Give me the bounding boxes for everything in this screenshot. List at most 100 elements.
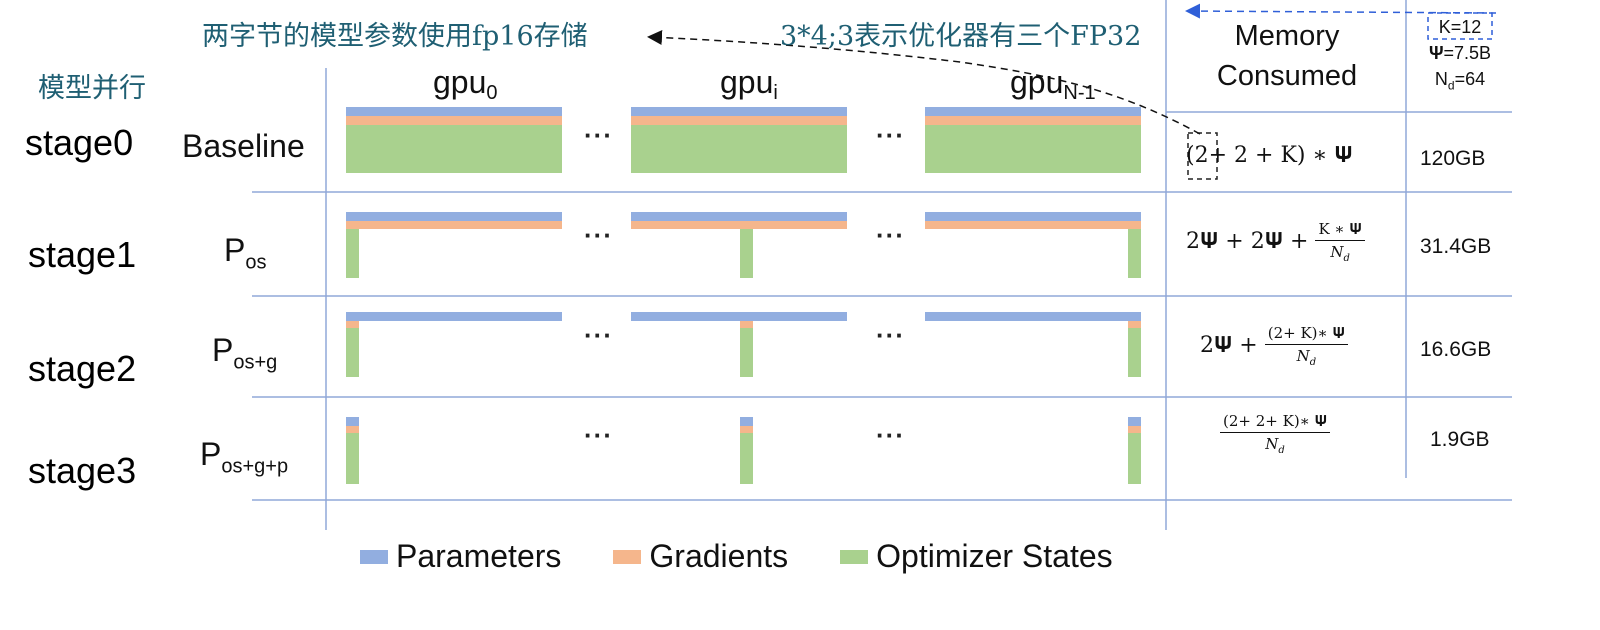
pos-label-main: P xyxy=(224,232,246,268)
pos-label: Pos xyxy=(224,232,266,274)
formula-baseline-paren: ( xyxy=(1186,143,1195,168)
formula-baseline: (2+ 2 + K) ∗ 𝚿 xyxy=(1186,143,1353,168)
gpu-n-header: gpuN-1 xyxy=(1010,64,1096,105)
dots-row0-b: ··· xyxy=(876,120,905,150)
gpu-i-subscript: i xyxy=(773,82,778,104)
memory-header-line2: Consumed xyxy=(1216,60,1358,92)
legend-item-gradients: Gradients xyxy=(613,538,788,575)
gpu-n-subscript: N-1 xyxy=(1063,82,1096,104)
dots-row0-a: ··· xyxy=(584,120,613,150)
parameter-header: K=12 Ψ=7.5B Nd=64 xyxy=(1408,14,1512,99)
formula-baseline-two: 2 xyxy=(1194,143,1209,168)
psi-value: Ψ=7.5B xyxy=(1408,40,1512,66)
stage2-label: stage2 xyxy=(28,348,137,389)
formula-pos: 2𝚿 + 2𝚿 + K ∗ 𝚿 Nd xyxy=(1186,220,1365,264)
formula-posg-fraction: (2+ K)∗ 𝚿 Nd xyxy=(1264,324,1348,368)
nd-value: Nd=64 xyxy=(1408,66,1512,99)
stage1-gpu0-bar xyxy=(346,212,562,278)
stage1-label: stage1 xyxy=(28,234,137,275)
legend-item-optimizer-states: Optimizer States xyxy=(840,538,1113,575)
k-value: K=12 xyxy=(1438,17,1482,37)
memory-header-line1: Memory xyxy=(1234,20,1340,52)
memory-stage2: 16.6GB xyxy=(1420,338,1492,361)
dots-row1-a: ··· xyxy=(584,220,613,250)
stage3-label: stage3 xyxy=(28,450,137,491)
formula-pos-den-n: N xyxy=(1330,243,1344,261)
stage2-gpu0-bar xyxy=(346,312,562,377)
baseline-gpu0-bar xyxy=(346,107,562,173)
psi-number: =7.5B xyxy=(1443,43,1492,63)
model-parallel-note: 模型并行 xyxy=(38,73,146,104)
gpu-0-subscript: 0 xyxy=(486,82,498,104)
stage3-gpui-bar xyxy=(740,417,753,484)
formula-posgp: (2+ 2+ K)∗ 𝚿 Nd xyxy=(1220,412,1331,456)
parameters-swatch xyxy=(360,549,388,564)
memory-baseline: 120GB xyxy=(1420,147,1486,170)
legend: Parameters Gradients Optimizer States xyxy=(360,538,1113,575)
nd-symbol: N xyxy=(1434,69,1448,89)
posg-label-main: P xyxy=(212,332,234,368)
formula-pos-den-sub: d xyxy=(1343,253,1350,264)
fp16-arrow xyxy=(647,30,1201,135)
dots-row2-a: ··· xyxy=(584,320,613,350)
dots-row3-a: ··· xyxy=(584,420,613,450)
posgp-label-sub: os+g+p xyxy=(221,455,289,478)
baseline-label-text: Baseline xyxy=(182,128,305,164)
formula-posgp-fraction: (2+ 2+ K)∗ 𝚿 Nd xyxy=(1220,412,1331,456)
gradients-swatch xyxy=(613,549,642,564)
gpu-n-label: gpu xyxy=(1010,64,1064,100)
stage3-gpu0-bar xyxy=(346,417,359,484)
psi-symbol: Ψ xyxy=(1428,43,1444,63)
posgp-label-main: P xyxy=(200,436,222,472)
pos-label-sub: os xyxy=(245,251,267,274)
formula-pos-fraction: K ∗ 𝚿 Nd xyxy=(1315,220,1365,264)
formula-posg-den-sub: d xyxy=(1309,357,1317,368)
formula-posg-numerator: (2+ K)∗ 𝚿 xyxy=(1264,324,1348,345)
optimizer-states-swatch xyxy=(840,549,869,564)
highlight-box-k xyxy=(1427,12,1493,40)
dots-row1-b: ··· xyxy=(876,220,905,250)
stage1-gpui-bar xyxy=(631,212,847,278)
baseline-label: Baseline xyxy=(182,128,305,165)
stage2-gpun-bar xyxy=(925,312,1141,377)
formula-pos-lead: 2𝚿 + 2𝚿 + xyxy=(1186,229,1316,254)
nd-subscript: d xyxy=(1447,78,1455,93)
legend-item-parameters: Parameters xyxy=(360,538,561,575)
dots-row3-b: ··· xyxy=(876,420,905,450)
formula-posg-lead: 2𝚿 + xyxy=(1200,333,1265,358)
legend-label-optimizer-states: Optimizer States xyxy=(876,538,1113,574)
formula-baseline-rest: + 2 + K) ∗ 𝚿 xyxy=(1208,143,1353,168)
formula-posgp-denominator: Nd xyxy=(1220,433,1330,456)
nd-number: =64 xyxy=(1454,69,1486,89)
baseline-gpun-bar xyxy=(925,107,1141,173)
highlight-box-fp16 xyxy=(1187,132,1218,180)
formula-pos-numerator: K ∗ 𝚿 xyxy=(1315,220,1365,241)
fp16-note: 两字节的模型参数使用fp16存储 xyxy=(202,21,588,52)
stage1-gpun-bar xyxy=(925,212,1141,278)
formula-posg: 2𝚿 + (2+ K)∗ 𝚿 Nd xyxy=(1200,324,1348,368)
posgp-label: Pos+g+p xyxy=(200,436,288,478)
gpu-i-label: gpu xyxy=(720,64,774,100)
fp32-note: 3*4;3表示优化器有三个FP32 xyxy=(780,21,1142,52)
memory-stage1: 31.4GB xyxy=(1420,235,1492,258)
gpu-i-header: gpui xyxy=(720,64,778,105)
formula-posgp-numerator: (2+ 2+ K)∗ 𝚿 xyxy=(1220,412,1331,433)
stage2-gpui-bar xyxy=(631,312,847,377)
memory-consumed-header: Memory Consumed xyxy=(1170,16,1404,96)
formula-posg-den-n: N xyxy=(1296,347,1310,365)
formula-posg-denominator: Nd xyxy=(1265,345,1348,368)
fp32-arrow xyxy=(1185,3,1497,19)
formula-posgp-den-n: N xyxy=(1265,435,1279,453)
baseline-gpui-bar xyxy=(631,107,847,173)
stage0-label: stage0 xyxy=(25,122,134,163)
legend-label-parameters: Parameters xyxy=(396,538,562,574)
stage3-gpun-bar xyxy=(1128,417,1141,484)
dots-row2-b: ··· xyxy=(876,320,905,350)
formula-posgp-den-sub: d xyxy=(1278,445,1285,456)
memory-stage3: 1.9GB xyxy=(1430,428,1490,451)
gpu-0-header: gpu0 xyxy=(433,64,498,105)
posg-label-sub: os+g xyxy=(233,351,278,374)
posg-label: Pos+g xyxy=(212,332,277,374)
formula-pos-denominator: Nd xyxy=(1315,241,1364,264)
